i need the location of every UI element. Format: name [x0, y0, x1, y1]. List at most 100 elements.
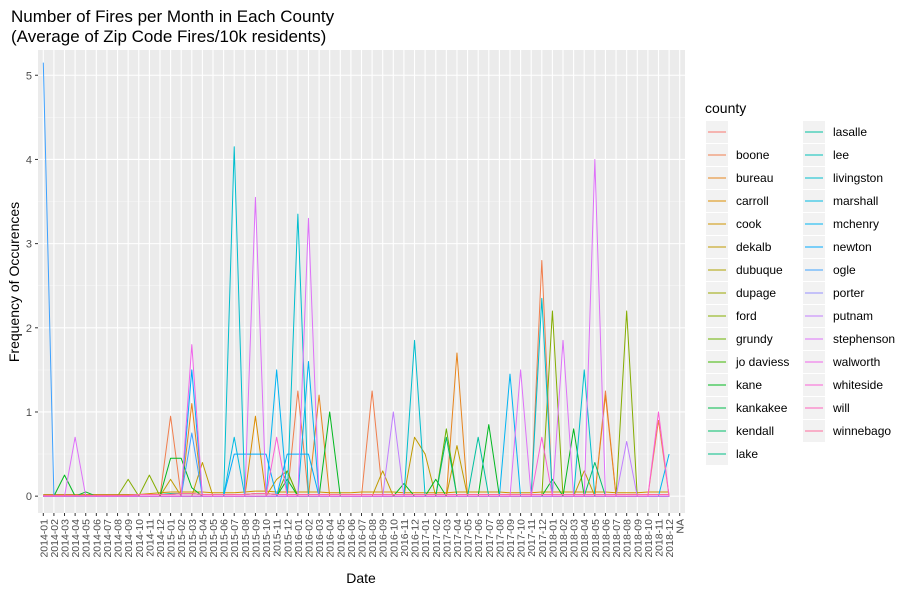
- x-tick-label: 2015-01: [166, 519, 178, 558]
- x-tick-label: 2018-03: [569, 519, 581, 558]
- legend-entries: boone bureau carroll cook dekalb dubuque dupag…: [706, 121, 895, 465]
- x-tick-label: 2017-04: [452, 519, 464, 558]
- legend-item: bureau: [706, 167, 773, 189]
- x-tick-label: 2014-01: [38, 519, 50, 558]
- x-tick-label: 2015-06: [219, 519, 231, 558]
- y-tick-label: 0: [26, 491, 32, 503]
- legend-label: lee: [833, 148, 849, 162]
- y-axis-ticks: 0 1 2 3 4 5: [26, 70, 38, 503]
- x-tick-label: 2015-08: [240, 519, 252, 558]
- x-tick-label: 2016-04: [325, 519, 337, 558]
- legend-item: walworth: [803, 351, 880, 373]
- y-axis-title: Frequency of Occurences: [6, 202, 22, 362]
- legend-item: newton: [803, 236, 872, 258]
- x-tick-label: 2015-11: [272, 519, 284, 557]
- legend: county boone bureau carroll cook dekalb dubuq…: [705, 100, 895, 465]
- legend-label: dupage: [736, 286, 776, 300]
- legend-label: kendall: [736, 424, 774, 438]
- legend-label: dekalb: [736, 240, 772, 254]
- legend-label: lake: [736, 447, 758, 461]
- legend-item: stephenson: [803, 328, 895, 350]
- legend-label: will: [832, 401, 850, 415]
- x-tick-label: 2018-06: [600, 519, 612, 558]
- legend-item: ford: [706, 305, 757, 327]
- y-tick-label: 2: [26, 323, 32, 335]
- legend-label: dubuque: [736, 263, 783, 277]
- legend-label: porter: [833, 286, 864, 300]
- legend-label: boone: [736, 148, 770, 162]
- legend-label: livingston: [833, 171, 883, 185]
- x-tick-label: 2016-12: [410, 519, 422, 558]
- x-tick-label: 2016-02: [303, 519, 315, 558]
- x-axis-ticks: 2014-012014-022014-032014-042014-052014-…: [38, 513, 687, 558]
- x-tick-label: 2014-05: [81, 519, 93, 558]
- x-axis-title: Date: [346, 570, 376, 586]
- legend-label: jo daviess: [735, 355, 789, 369]
- legend-item: [706, 121, 728, 143]
- legend-item: dupage: [706, 282, 776, 304]
- x-tick-label: 2018-12: [664, 519, 676, 558]
- x-tick-label: 2014-10: [134, 519, 146, 558]
- legend-item: putnam: [803, 305, 873, 327]
- legend-item: will: [803, 397, 850, 419]
- x-tick-label: 2018-05: [590, 519, 602, 558]
- x-tick-label: 2018-08: [622, 519, 634, 558]
- x-tick-label: NA: [675, 519, 687, 534]
- legend-item: dekalb: [706, 236, 772, 258]
- x-tick-label: 2015-12: [282, 519, 294, 558]
- legend-item: jo daviess: [706, 351, 789, 373]
- x-tick-label: 2014-09: [123, 519, 135, 558]
- y-tick-label: 4: [26, 154, 32, 166]
- x-tick-label: 2014-02: [49, 519, 61, 558]
- grid-lines: [38, 50, 685, 513]
- legend-label: newton: [833, 240, 872, 254]
- legend-title: county: [705, 100, 746, 116]
- series-line-winnebago: [43, 493, 670, 496]
- legend-label: carroll: [736, 194, 769, 208]
- legend-label: putnam: [833, 309, 873, 323]
- x-tick-label: 2015-04: [197, 519, 209, 558]
- x-tick-label: 2014-08: [113, 519, 125, 558]
- x-tick-label: 2014-11: [144, 519, 156, 557]
- x-tick-label: 2016-11: [399, 519, 411, 557]
- legend-item: dubuque: [706, 259, 783, 281]
- legend-item: boone: [706, 144, 770, 166]
- chart-title: Number of Fires per Month in Each County: [11, 7, 335, 26]
- series-line-cook: [43, 490, 670, 495]
- y-tick-label: 5: [26, 70, 32, 82]
- x-tick-label: 2016-09: [378, 519, 390, 558]
- x-tick-label: 2017-07: [484, 519, 496, 558]
- series-lines: [42, 62, 670, 497]
- x-tick-label: 2017-01: [420, 519, 432, 558]
- legend-item: ogle: [803, 259, 856, 281]
- legend-item: porter: [803, 282, 864, 304]
- x-tick-label: 2016-05: [335, 519, 347, 558]
- legend-item: lake: [706, 443, 758, 465]
- x-tick-label: 2016-07: [357, 519, 369, 558]
- x-tick-label: 2018-01: [547, 519, 559, 558]
- x-tick-label: 2016-08: [367, 519, 379, 558]
- legend-item: livingston: [803, 167, 883, 189]
- x-tick-label: 2015-07: [229, 519, 241, 558]
- x-tick-label: 2016-06: [346, 519, 358, 558]
- legend-label: kankakee: [736, 401, 788, 415]
- legend-label: stephenson: [833, 332, 895, 346]
- x-tick-label: 2017-03: [441, 519, 453, 558]
- x-tick-label: 2014-03: [60, 519, 72, 558]
- legend-item: grundy: [706, 328, 773, 350]
- x-tick-label: 2014-12: [155, 519, 167, 558]
- legend-item: marshall: [803, 190, 878, 212]
- x-tick-label: 2018-07: [611, 519, 623, 558]
- x-tick-label: 2014-06: [91, 519, 103, 558]
- x-tick-label: 2017-09: [505, 519, 517, 558]
- series-line-whiteside: [43, 411, 670, 497]
- legend-label: marshall: [833, 194, 878, 208]
- x-tick-label: 2017-05: [463, 519, 475, 558]
- x-tick-label: 2016-01: [293, 519, 305, 558]
- x-tick-label: 2015-05: [208, 519, 220, 558]
- legend-label: mchenry: [833, 217, 879, 231]
- legend-item: kendall: [706, 420, 774, 442]
- legend-label: bureau: [736, 171, 773, 185]
- x-tick-label: 2018-10: [643, 519, 655, 558]
